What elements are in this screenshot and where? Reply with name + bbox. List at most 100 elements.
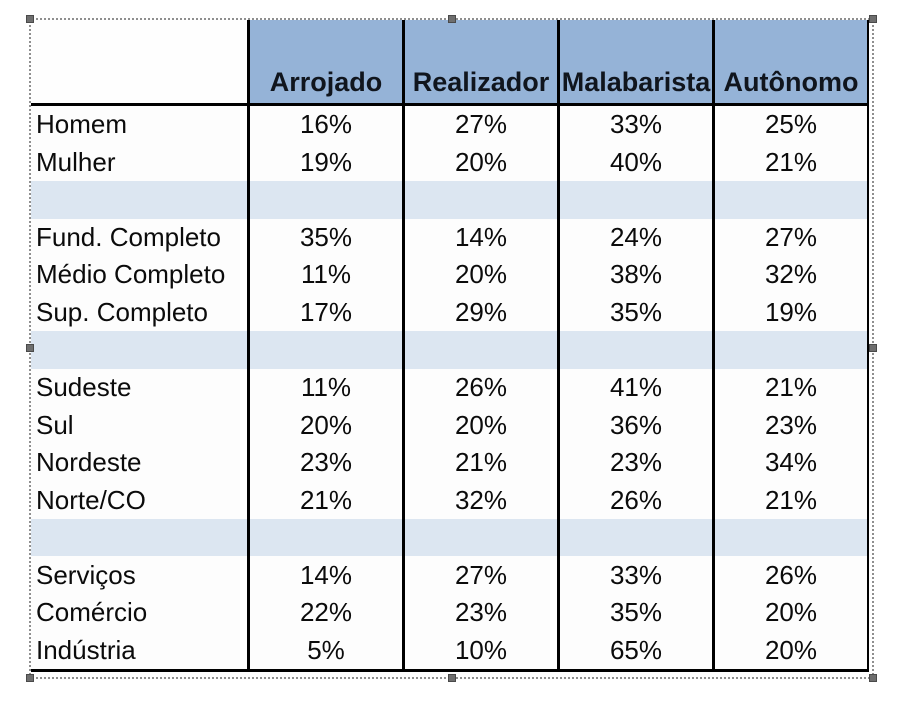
resize-handle-bottom-middle[interactable]	[448, 674, 456, 682]
table-row-sudeste: Sudeste 11% 26% 41% 21%	[31, 368, 867, 407]
data-cell: 17%	[247, 293, 402, 332]
data-cell: 19%	[712, 293, 867, 332]
table-row-mulher: Mulher 19% 20% 40% 21%	[31, 143, 867, 182]
spacer-cell	[247, 181, 402, 219]
table-row-comercio: Comércio 22% 23% 35% 20%	[31, 593, 867, 632]
data-cell: 25%	[712, 106, 867, 144]
resize-handle-left-middle[interactable]	[26, 344, 34, 352]
data-cell: 26%	[557, 481, 712, 519]
row-label: Mulher	[31, 143, 247, 182]
data-cell: 20%	[712, 593, 867, 632]
resize-handle-top-left[interactable]	[26, 15, 34, 23]
table-row-homem: Homem 16% 27% 33% 25%	[31, 106, 867, 144]
data-cell: 27%	[712, 218, 867, 257]
spacer-cell	[402, 518, 557, 557]
column-header-realizador: Realizador	[402, 20, 557, 103]
column-header-autonomo: Autônomo	[712, 20, 867, 103]
data-cell: 21%	[402, 443, 557, 482]
table-row-sup-completo: Sup. Completo 17% 29% 35% 19%	[31, 293, 867, 332]
spacer-cell	[712, 518, 867, 557]
resize-handle-bottom-right[interactable]	[869, 674, 877, 682]
data-cell: 21%	[247, 481, 402, 519]
data-cell: 27%	[402, 556, 557, 594]
row-label: Sup. Completo	[31, 293, 247, 332]
data-cell: 26%	[402, 368, 557, 407]
column-header-malabarista: Malabarista	[557, 20, 712, 103]
data-cell: 65%	[557, 631, 712, 669]
data-cell: 21%	[712, 368, 867, 407]
data-cell: 11%	[247, 368, 402, 407]
row-label: Médio Completo	[31, 256, 247, 294]
resize-handle-bottom-left[interactable]	[26, 674, 34, 682]
data-cell: 20%	[402, 143, 557, 182]
spacer-cell	[31, 518, 247, 557]
data-cell: 10%	[402, 631, 557, 669]
row-label: Homem	[31, 106, 247, 144]
spacer-cell	[712, 331, 867, 369]
data-cell: 34%	[712, 443, 867, 482]
data-table[interactable]: Arrojado Realizador Malabarista Autônomo…	[31, 20, 869, 672]
data-cell: 36%	[557, 406, 712, 444]
data-cell: 14%	[402, 218, 557, 257]
spacer-cell	[247, 518, 402, 557]
table-row-norte-co: Norte/CO 21% 32% 26% 21%	[31, 481, 867, 519]
data-cell: 27%	[402, 106, 557, 144]
row-label: Serviços	[31, 556, 247, 594]
resize-handle-top-middle[interactable]	[448, 15, 456, 23]
row-label: Comércio	[31, 593, 247, 632]
data-cell: 33%	[557, 106, 712, 144]
data-cell: 20%	[712, 631, 867, 669]
spacer-row	[31, 181, 867, 219]
data-cell: 20%	[402, 256, 557, 294]
data-cell: 20%	[247, 406, 402, 444]
spacer-cell	[402, 181, 557, 219]
spacer-cell	[31, 331, 247, 369]
data-cell: 21%	[712, 481, 867, 519]
spacer-cell	[247, 331, 402, 369]
resize-handle-top-right[interactable]	[869, 15, 877, 23]
header-row: Arrojado Realizador Malabarista Autônomo	[31, 20, 867, 106]
row-label: Nordeste	[31, 443, 247, 482]
data-cell: 35%	[247, 218, 402, 257]
data-cell: 21%	[712, 143, 867, 182]
data-cell: 5%	[247, 631, 402, 669]
data-cell: 29%	[402, 293, 557, 332]
table-row-sul: Sul 20% 20% 36% 23%	[31, 406, 867, 444]
spacer-cell	[557, 331, 712, 369]
table-row-industria: Indústria 5% 10% 65% 20%	[31, 631, 867, 669]
data-cell: 14%	[247, 556, 402, 594]
table-row-nordeste: Nordeste 23% 21% 23% 34%	[31, 443, 867, 482]
data-cell: 32%	[712, 256, 867, 294]
data-cell: 33%	[557, 556, 712, 594]
data-cell: 20%	[402, 406, 557, 444]
row-label: Fund. Completo	[31, 218, 247, 257]
row-label: Sudeste	[31, 368, 247, 407]
data-cell: 35%	[557, 593, 712, 632]
spacer-cell	[712, 181, 867, 219]
corner-cell	[31, 20, 247, 103]
spacer-cell	[402, 331, 557, 369]
table-row-fund-completo: Fund. Completo 35% 14% 24% 27%	[31, 218, 867, 257]
row-label: Indústria	[31, 631, 247, 669]
column-header-arrojado: Arrojado	[247, 20, 402, 103]
data-cell: 26%	[712, 556, 867, 594]
spacer-row	[31, 518, 867, 557]
spacer-cell	[31, 181, 247, 219]
spacer-cell	[557, 518, 712, 557]
table-row-servicos: Serviços 14% 27% 33% 26%	[31, 556, 867, 594]
resize-handle-right-middle[interactable]	[869, 344, 877, 352]
data-cell: 16%	[247, 106, 402, 144]
data-cell: 23%	[557, 443, 712, 482]
data-cell: 41%	[557, 368, 712, 407]
spacer-row	[31, 331, 867, 369]
data-cell: 24%	[557, 218, 712, 257]
row-label: Sul	[31, 406, 247, 444]
data-cell: 32%	[402, 481, 557, 519]
data-cell: 23%	[712, 406, 867, 444]
data-cell: 35%	[557, 293, 712, 332]
spacer-cell	[557, 181, 712, 219]
data-cell: 23%	[402, 593, 557, 632]
data-cell: 23%	[247, 443, 402, 482]
data-cell: 38%	[557, 256, 712, 294]
